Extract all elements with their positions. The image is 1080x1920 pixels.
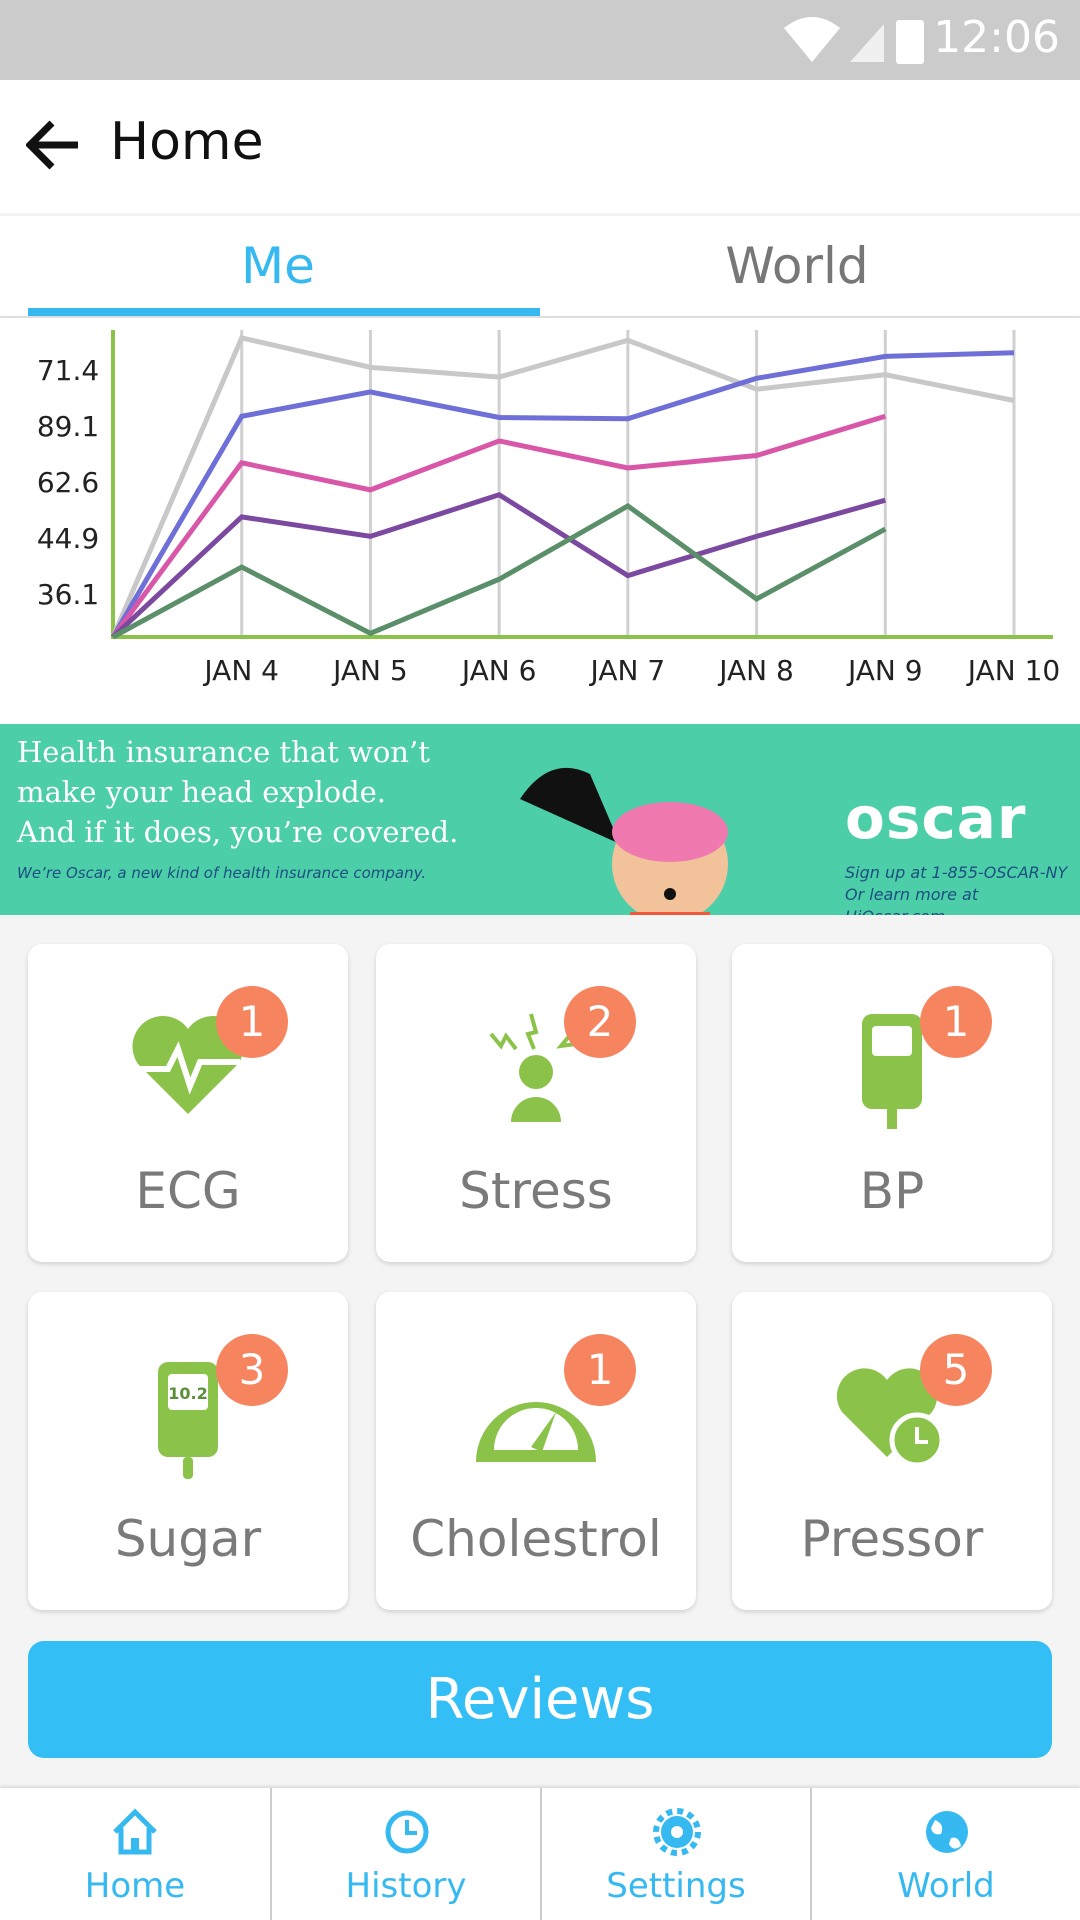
tile-icon [476,1004,596,1134]
series-line [111,491,886,639]
ad-line: Health insurance that won’t [17,735,430,769]
tile-icon [832,1352,952,1482]
ad-contact: Sign up at 1-855-OSCAR-NY Or learn more … [845,862,1080,915]
ad-line: make your head explode. [17,775,387,809]
chart: JAN 4 JAN 5 JAN 6 JAN 7 JAN 8 JAN 9 JAN 10 71.4… [37,330,1060,687]
tile-label: Cholestrol [410,1510,662,1568]
ad-contact-line: Or learn more at HiOscar.com [845,885,979,915]
nav-icon [111,1808,159,1860]
tile-label: Stress [459,1162,613,1220]
x-tick-label: JAN 5 [331,654,408,687]
series-line [111,503,887,640]
tile[interactable]: 1 ECG [28,944,348,1262]
icon [653,1808,701,1856]
y-tick-label: 44.9 [37,522,99,555]
badge: 5 [920,1334,992,1406]
nav-item[interactable]: History [270,1788,540,1920]
x-tick-label: JAN 4 [202,654,279,687]
series-line [110,334,1015,638]
icon [862,1014,922,1129]
tile-icon [832,1004,952,1134]
nav-item[interactable]: Home [0,1788,270,1920]
sugar-reading: 10.2 [168,1384,207,1403]
y-tick-label: 36.1 [37,578,99,611]
nav-item[interactable]: World [810,1788,1080,1920]
ad-contact-line: Sign up at 1-855-OSCAR-NY [845,863,1068,882]
y-tick-label: 62.6 [37,466,99,499]
nav-item[interactable]: Settings [540,1788,810,1920]
tab-indicator [28,308,540,316]
app-bar: Home [0,80,1080,213]
tile[interactable]: 1 BP [732,944,1052,1262]
ad-headline: Health insurance that won’t make your he… [17,732,458,852]
nav-icon [923,1808,971,1860]
tile-label: Sugar [114,1510,262,1568]
tile-icon [476,1352,596,1482]
nav-icon [383,1808,431,1860]
nav-icon [653,1808,701,1860]
x-tick-label: JAN 8 [717,654,794,687]
tab[interactable]: World [725,237,869,295]
icon [926,1811,968,1853]
y-tick-label: 89.1 [37,410,99,443]
tile-icon: 10.2 [128,1352,248,1482]
icon [489,1013,577,1122]
badge: 3 [216,1334,288,1406]
ad-illustration [520,767,728,915]
nav-label: Home [84,1866,186,1906]
tile-icon [128,1004,248,1134]
x-tick-label: JAN 10 [966,654,1060,687]
nav-label: World [897,1866,995,1906]
badge: 1 [216,986,288,1058]
tile[interactable]: 10.2 3 Sugar [28,1292,348,1610]
tab-bar: Me World [0,216,1080,316]
y-tick-label: 71.4 [37,354,99,387]
nav-label: History [345,1866,467,1906]
status-icons [784,17,924,64]
icon [385,1810,429,1854]
badge: 2 [564,986,636,1058]
x-tick-label: JAN 7 [589,654,666,687]
icon [113,1808,157,1855]
ad-line: And if it does, you’re covered. [17,815,459,849]
ad-brand: oscar [845,784,1027,852]
nav-label: Settings [606,1866,746,1906]
series-line [110,413,887,639]
tile-label: ECG [135,1162,241,1220]
status-bar: 12:06 [0,0,1080,80]
badge: 1 [920,986,992,1058]
icon [836,1368,945,1468]
ad-banner[interactable]: Health insurance that won’t make your he… [0,724,1080,915]
icon: 10.2 [158,1362,218,1479]
page-title: Home [110,112,264,172]
tile[interactable]: 2 Stress [376,944,696,1262]
ad-tagline: We’re Oscar, a new kind of health insura… [17,864,427,882]
back-button[interactable] [26,120,82,170]
tile[interactable]: 1 Cholestrol [376,1292,696,1610]
tile-label: Pressor [800,1510,984,1568]
tab[interactable]: Me [241,237,315,295]
icon [132,1015,244,1114]
chart-panel: JAN 4 JAN 5 JAN 6 JAN 7 JAN 8 JAN 9 JAN 10 71.4… [0,318,1080,724]
badge: 1 [564,1334,636,1406]
x-tick-label: JAN 9 [846,654,923,687]
tile-label: BP [859,1162,925,1220]
series-line [110,350,1015,639]
x-tick-label: JAN 6 [460,654,537,687]
icon [476,1402,596,1462]
clock: 12:06 [933,12,1060,63]
reviews-button[interactable]: Reviews [28,1641,1052,1758]
tile[interactable]: 5 Pressor [732,1292,1052,1610]
bottom-nav: Home History Settings World [0,1788,1080,1920]
